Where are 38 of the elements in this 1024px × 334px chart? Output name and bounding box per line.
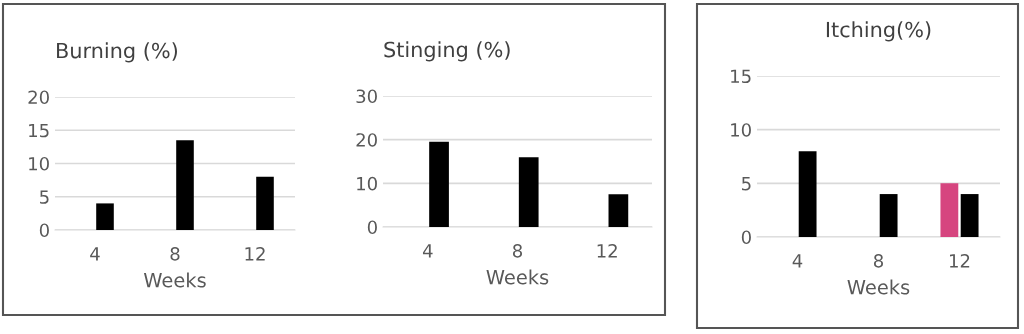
y-tick-label: 0 bbox=[39, 223, 49, 238]
chart-title: Itching(%) bbox=[826, 21, 931, 42]
bar bbox=[256, 176, 274, 230]
bar bbox=[940, 183, 959, 237]
chart-title: Stinging (%) bbox=[384, 41, 510, 62]
y-tick-label: 15 bbox=[731, 69, 751, 84]
bar bbox=[798, 151, 817, 237]
y-tick-label: 15 bbox=[29, 123, 49, 138]
y-tick-label: 5 bbox=[40, 190, 49, 204]
x-axis-title: Weeks bbox=[486, 269, 549, 285]
bar bbox=[429, 141, 449, 227]
x-tick-label: 4 bbox=[90, 247, 100, 261]
bar bbox=[96, 203, 114, 230]
y-tick-label: 5 bbox=[742, 177, 751, 191]
x-tick-label: 8 bbox=[512, 243, 523, 258]
y-tick-label: 20 bbox=[28, 90, 49, 105]
bar bbox=[518, 157, 539, 227]
chart-title: Burning (%) bbox=[57, 42, 177, 63]
x-tick-label: 4 bbox=[792, 254, 803, 268]
x-axis-title: Weeks bbox=[847, 279, 910, 295]
y-tick-label: 20 bbox=[356, 133, 377, 147]
x-tick-label: 8 bbox=[170, 246, 180, 261]
x-tick-label: 8 bbox=[873, 253, 884, 268]
y-tick-label: 10 bbox=[731, 123, 751, 137]
y-tick-label: 0 bbox=[367, 220, 377, 235]
bar bbox=[879, 194, 898, 237]
x-tick-label: 12 bbox=[950, 253, 970, 268]
y-tick-label: 30 bbox=[356, 89, 377, 104]
x-tick-label: 12 bbox=[597, 243, 617, 258]
y-tick-label: 10 bbox=[357, 176, 377, 191]
y-tick-label: 0 bbox=[741, 230, 751, 245]
bar bbox=[960, 194, 979, 237]
bar bbox=[176, 140, 194, 230]
y-tick-label: 10 bbox=[29, 156, 49, 171]
bar bbox=[608, 194, 629, 227]
x-axis-title: Weeks bbox=[143, 272, 206, 288]
x-tick-label: 12 bbox=[245, 246, 265, 261]
x-tick-label: 4 bbox=[422, 244, 433, 258]
